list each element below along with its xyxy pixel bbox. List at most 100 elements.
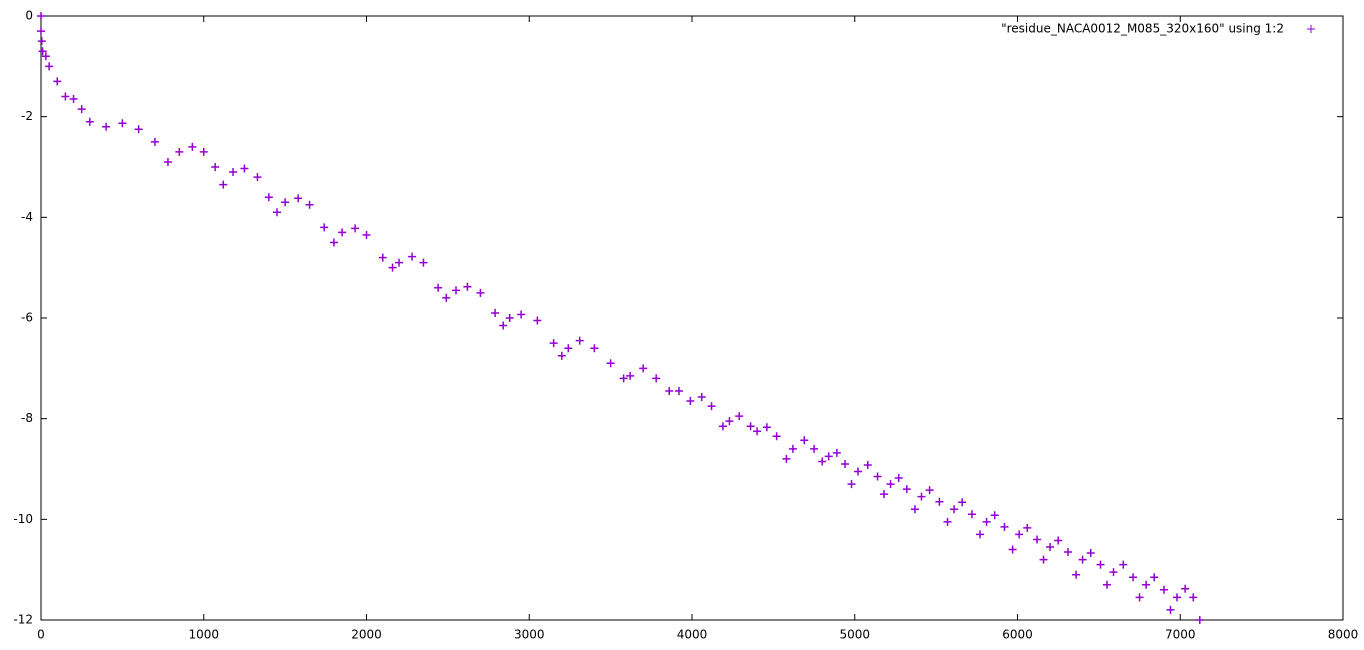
y-tick-label: -4 <box>21 210 33 224</box>
point <box>788 444 797 453</box>
point <box>1119 560 1128 569</box>
point <box>976 530 985 539</box>
point <box>491 308 500 317</box>
point <box>476 288 485 297</box>
point <box>1166 605 1175 614</box>
point <box>674 386 683 395</box>
x-tick-label: 6000 <box>1002 628 1033 642</box>
point <box>575 336 584 345</box>
point <box>329 238 338 247</box>
point <box>1181 584 1190 593</box>
point <box>824 452 833 461</box>
point <box>1195 616 1204 624</box>
point <box>37 12 45 20</box>
point <box>219 180 228 189</box>
point <box>351 224 360 233</box>
point <box>37 37 46 46</box>
point <box>272 208 281 217</box>
y-tick-label: -8 <box>21 411 33 425</box>
point <box>746 422 755 431</box>
point <box>61 92 70 101</box>
x-tick-label: 1000 <box>188 628 219 642</box>
point <box>718 422 727 431</box>
point <box>707 402 716 411</box>
point <box>697 393 706 402</box>
point <box>935 497 944 506</box>
point <box>264 193 273 202</box>
point <box>442 293 451 302</box>
legend-label: "residue_NACA0012_M085_320x160" using 1:… <box>1001 22 1284 36</box>
point <box>549 339 558 348</box>
point <box>517 310 526 319</box>
point <box>982 517 991 526</box>
point <box>894 474 903 483</box>
point <box>463 282 472 291</box>
point <box>305 200 314 209</box>
x-tick-label: 5000 <box>839 628 870 642</box>
point <box>320 223 329 232</box>
point <box>199 147 208 156</box>
point <box>1129 573 1138 582</box>
point <box>434 283 443 292</box>
point <box>1096 560 1105 569</box>
point <box>163 157 172 166</box>
point <box>175 147 184 156</box>
point <box>452 286 461 295</box>
y-tick-label: -12 <box>13 613 33 627</box>
x-tick-label: 2000 <box>351 628 382 642</box>
point <box>1015 530 1024 539</box>
point <box>1135 593 1144 602</box>
point <box>408 252 417 261</box>
point <box>564 344 573 353</box>
point <box>832 448 841 457</box>
point <box>85 117 94 126</box>
point <box>1086 549 1095 558</box>
y-tick-label: -2 <box>21 109 33 123</box>
point <box>590 344 599 353</box>
point <box>943 517 952 526</box>
point <box>1142 580 1151 589</box>
point <box>499 321 508 330</box>
point <box>229 168 238 177</box>
point <box>1072 570 1081 579</box>
point <box>1172 593 1181 602</box>
point <box>1046 543 1055 552</box>
x-tick-label: 8000 <box>1328 628 1359 642</box>
point <box>1189 593 1198 602</box>
point <box>847 480 856 489</box>
point <box>873 472 882 481</box>
point <box>150 137 159 146</box>
point <box>782 454 791 463</box>
x-tick-label: 7000 <box>1165 628 1196 642</box>
point <box>810 444 819 453</box>
point <box>419 258 428 267</box>
point <box>102 122 111 131</box>
point <box>762 423 771 432</box>
point <box>606 359 615 368</box>
point <box>118 119 127 128</box>
point <box>967 510 976 519</box>
point <box>1103 580 1112 589</box>
point <box>1109 568 1118 577</box>
point <box>880 490 889 499</box>
point <box>626 371 635 380</box>
point <box>772 432 781 441</box>
legend-marker <box>1307 25 1315 33</box>
point <box>950 505 959 514</box>
y-tick-label: -6 <box>21 311 33 325</box>
point <box>1063 548 1072 557</box>
point <box>533 316 542 325</box>
point <box>362 230 371 239</box>
point <box>134 125 143 134</box>
x-tick-label: 0 <box>37 628 45 642</box>
point <box>505 314 514 322</box>
point <box>253 173 262 182</box>
point <box>910 505 919 514</box>
point <box>38 47 47 56</box>
point <box>619 374 628 383</box>
point <box>917 492 926 501</box>
point <box>925 486 934 495</box>
x-tick-label: 3000 <box>514 628 545 642</box>
point <box>281 198 290 207</box>
